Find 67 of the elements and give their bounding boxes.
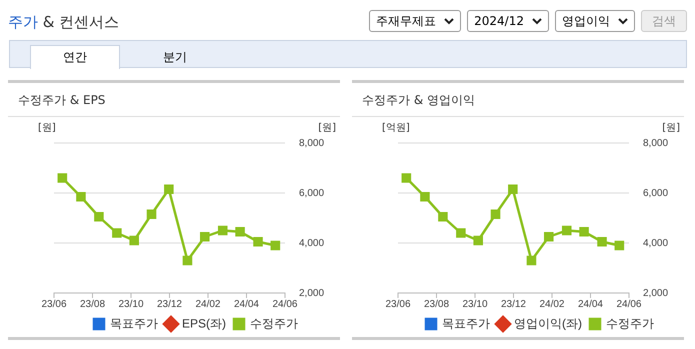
y2-tick-label: 4,000 (298, 238, 324, 249)
point (112, 228, 122, 238)
legend-label: 수정주가 (606, 316, 654, 330)
x-tick-label: 23/10 (462, 298, 488, 310)
point (200, 232, 210, 242)
text: 주가 & 컨센서스 (8, 13, 120, 31)
x-tick-label: 23/08 (424, 298, 450, 310)
chart-title: 수정주가 & EPS (8, 83, 340, 117)
y2-tick-label: 4,000 (642, 238, 668, 249)
y2-tick-label: 6,000 (298, 188, 324, 199)
point (438, 212, 448, 222)
point (76, 192, 86, 202)
x-tick-label: 24/04 (234, 298, 260, 310)
y2-axis-title: [원] (662, 122, 680, 134)
point (402, 173, 412, 183)
x-tick-label: 24/02 (539, 298, 565, 310)
text: 주재무제표 (376, 12, 436, 30)
x-tick-label: 24/06 (272, 298, 298, 310)
x-tick-label: 24/02 (195, 298, 221, 310)
x-tick-label: 23/06 (385, 298, 411, 310)
y2-tick-label: 2,000 (298, 288, 324, 299)
y2-tick-label: 2,000 (642, 288, 668, 299)
text: 영업이익 (562, 12, 610, 30)
point (508, 184, 518, 194)
point (473, 236, 483, 246)
point (218, 226, 228, 236)
text: 검색 (641, 10, 687, 32)
x-tick-label: 23/12 (156, 298, 182, 310)
point (253, 236, 263, 247)
point (182, 256, 192, 266)
legend-label: 수정주가 (250, 316, 298, 330)
y2-tick-label: 8,000 (298, 138, 324, 149)
text: 연간 (30, 45, 120, 69)
x-tick-label: 23/12 (500, 298, 526, 310)
point (579, 226, 589, 237)
x-tick-label: 23/08 (80, 298, 106, 310)
point (146, 209, 156, 220)
y-axis-title: [원] (38, 122, 56, 134)
text: 2024/12 (474, 14, 524, 28)
y2-tick-label: 6,000 (642, 188, 668, 199)
point (490, 209, 500, 220)
legend-label: 영업이익(좌) (514, 316, 582, 330)
point (94, 212, 104, 222)
point (456, 228, 466, 238)
point (129, 236, 139, 246)
point (58, 173, 68, 183)
point (235, 226, 245, 237)
point (270, 240, 280, 250)
x-tick-label: 23/06 (41, 298, 67, 310)
x-tick-label: 24/06 (616, 298, 642, 310)
y2-tick-label: 8,000 (642, 138, 668, 149)
y-axis-title: [억원] (382, 122, 410, 134)
legend-label: 목표주가 (442, 316, 490, 330)
point (597, 236, 607, 247)
point (164, 184, 174, 194)
chart-title: 수정주가 & 영업이익 (352, 83, 684, 117)
text: 분기 (162, 48, 188, 66)
point (562, 226, 572, 236)
point (526, 256, 536, 266)
point (544, 232, 554, 242)
point (420, 192, 430, 202)
x-tick-label: 24/04 (578, 298, 604, 310)
legend-label: EPS(좌) (182, 316, 226, 330)
legend-label: 목표주가 (110, 316, 158, 330)
point (614, 240, 624, 250)
x-tick-label: 23/10 (118, 298, 144, 310)
y2-axis-title: [원] (318, 122, 336, 134)
